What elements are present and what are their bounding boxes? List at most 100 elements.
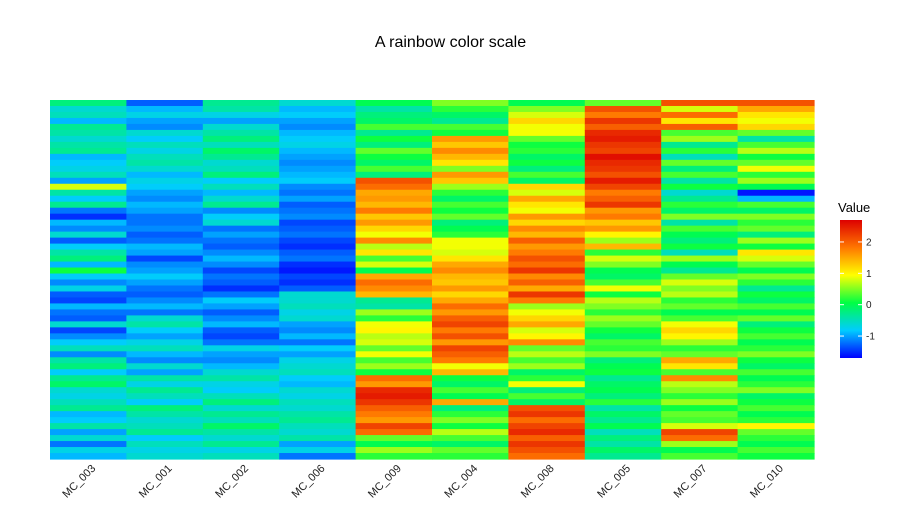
heatmap-cell [508, 219, 586, 227]
heatmap-cell [279, 363, 357, 370]
heatmap-cell [50, 189, 127, 197]
heatmap-cell [279, 213, 357, 221]
heatmap-cell [126, 147, 204, 155]
heatmap-cell [279, 327, 357, 334]
heatmap-cell [661, 243, 739, 251]
heatmap-cell [432, 243, 509, 251]
heatmap-cell [50, 435, 127, 442]
heatmap-cell [202, 345, 280, 352]
heatmap-cell [661, 339, 739, 346]
heatmap-cell [661, 435, 739, 442]
heatmap-cell [279, 147, 357, 155]
heatmap-cell [355, 153, 433, 161]
heatmap-cell [355, 219, 433, 227]
heatmap-cell [661, 279, 739, 287]
heatmap-cell [661, 183, 739, 191]
heatmap-cell [50, 339, 127, 346]
heatmap-cell [355, 381, 433, 388]
heatmap-cell [584, 345, 662, 352]
heatmap-cell [584, 351, 662, 358]
heatmap-cell [737, 261, 815, 269]
heatmap-cell [202, 117, 280, 125]
heatmap-cell [661, 393, 739, 400]
heatmap-cell [661, 231, 739, 239]
heatmap-cell [584, 327, 662, 334]
heatmap-cell [50, 423, 127, 430]
heatmap-cell [584, 255, 662, 263]
heatmap-cell [279, 261, 357, 269]
heatmap-cell [279, 237, 357, 245]
heatmap-cell [661, 225, 739, 233]
heatmap-cell [355, 165, 433, 173]
heatmap-cell [355, 273, 433, 281]
heatmap-cell [508, 261, 586, 269]
heatmap-cell [584, 315, 662, 322]
heatmap-cell [661, 441, 739, 448]
heatmap-cell [279, 393, 357, 400]
heatmap-cell [126, 327, 204, 334]
heatmap-cell [50, 303, 127, 311]
heatmap-cell [279, 201, 357, 209]
heatmap-cell [202, 189, 280, 197]
heatmap-cell [126, 213, 204, 221]
heatmap-cell [202, 357, 280, 364]
heatmap-cell [508, 213, 586, 221]
heatmap-cell [737, 411, 815, 418]
heatmap-cell [126, 243, 204, 251]
heatmap-cell [737, 453, 815, 460]
heatmap-cell [279, 369, 357, 376]
heatmap-cell [432, 369, 509, 376]
heatmap-cell [279, 297, 357, 305]
heatmap-cell [50, 165, 127, 173]
heatmap-cell [279, 435, 357, 442]
heatmap-cell [355, 393, 433, 400]
heatmap-cell [432, 183, 509, 191]
heatmap-cell [50, 195, 127, 203]
heatmap-cell [279, 309, 357, 316]
heatmap-cell [355, 417, 433, 424]
heatmap-cell [50, 363, 127, 370]
heatmap-cell [279, 135, 357, 143]
heatmap-cell [50, 381, 127, 388]
heatmap-cell [432, 219, 509, 227]
x-axis-tick-labels: MC_003 MC_001 MC_002 MC_006 MC_009 MC_004 MC_0… [60, 463, 785, 501]
heatmap-cell [584, 297, 662, 305]
heatmap-cell [508, 399, 586, 406]
heatmap-cell [202, 249, 280, 257]
heatmap-cell [737, 177, 815, 185]
heatmap-cell [584, 183, 662, 191]
heatmap-cell [279, 189, 357, 197]
heatmap-cell [126, 183, 204, 191]
heatmap-cell [279, 285, 357, 293]
heatmap-cell [126, 303, 204, 311]
heatmap-cell [432, 249, 509, 257]
heatmap-cell [584, 321, 662, 328]
heatmap-cell [355, 285, 433, 293]
heatmap-cell [126, 165, 204, 173]
heatmap-cell [737, 171, 815, 179]
heatmap-cell [279, 177, 357, 185]
heatmap-cell [202, 339, 280, 346]
heatmap-cell [584, 195, 662, 203]
heatmap-cell [737, 315, 815, 322]
heatmap-cell [126, 225, 204, 233]
heatmap-cell [202, 171, 280, 179]
heatmap-cell [432, 393, 509, 400]
heatmap-cell [126, 345, 204, 352]
heatmap-cell [432, 309, 509, 316]
legend-tick-label: -1 [866, 332, 875, 343]
x-tick-label: MC_006 [290, 463, 328, 501]
heatmap-cell [202, 387, 280, 394]
heatmap-cell [355, 351, 433, 358]
heatmap-cell [50, 399, 127, 406]
heatmap-cell [355, 387, 433, 394]
heatmap-cell [432, 399, 509, 406]
heatmap-cell [584, 381, 662, 388]
heatmap-cell [432, 315, 509, 322]
heatmap-cell [126, 273, 204, 281]
heatmap-cell [584, 105, 662, 113]
heatmap-cell [508, 100, 586, 107]
heatmap-cell [279, 117, 357, 125]
heatmap-cell [432, 429, 509, 436]
heatmap-cell [202, 393, 280, 400]
